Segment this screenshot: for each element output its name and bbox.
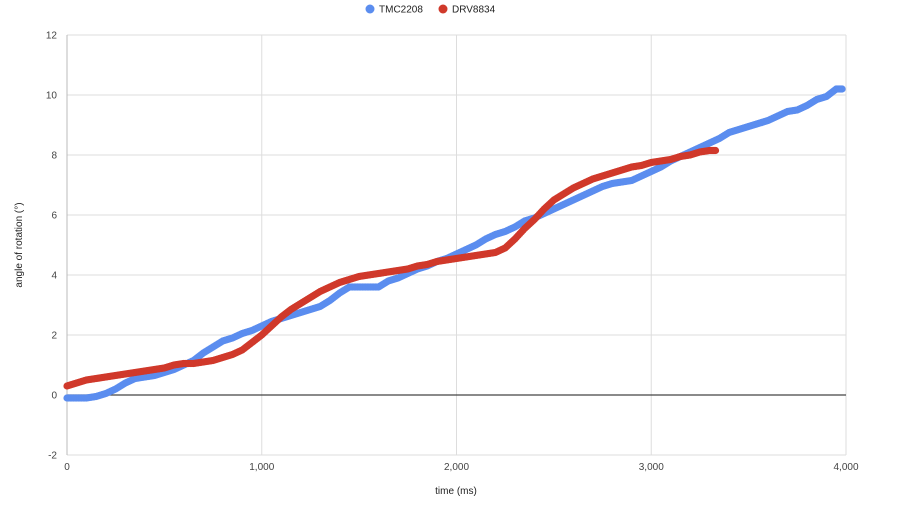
x-tick-label: 1,000 (249, 462, 274, 473)
data-point (838, 85, 846, 93)
x-axis-ticks: 0 1,000 2,000 3,000 4,000 (64, 462, 859, 473)
legend-label-tmc2208: TMC2208 (379, 5, 423, 16)
y-tick-label: 6 (51, 211, 57, 222)
x-tick-label: 3,000 (639, 462, 664, 473)
x-axis-title: time (ms) (435, 486, 477, 497)
legend-item-drv8834: DRV8834 (438, 4, 496, 16)
y-tick-label: 4 (51, 271, 57, 282)
y-axis-title: angle of rotation (°) (14, 202, 25, 287)
y-axis-ticks: -2 0 2 4 6 8 10 12 (46, 31, 58, 462)
y-tick-label: 2 (51, 331, 57, 342)
x-tick-label: 4,000 (833, 462, 858, 473)
y-tick-label: -2 (48, 451, 57, 462)
data-point (711, 146, 720, 155)
plot-area (63, 85, 846, 402)
x-tick-label: 0 (64, 462, 70, 473)
y-tick-label: 10 (46, 91, 58, 102)
y-tick-label: 12 (46, 31, 58, 42)
series-tmc2208 (63, 85, 846, 402)
gridlines (66, 34, 847, 456)
legend-item-tmc2208: TMC2208 (365, 4, 423, 16)
series-drv8834 (63, 146, 720, 390)
y-tick-label: 8 (51, 151, 57, 162)
y-tick-label: 0 (51, 391, 57, 402)
legend: TMC2208 DRV8834 (365, 4, 496, 16)
legend-label-drv8834: DRV8834 (452, 5, 496, 16)
legend-marker-tmc2208 (365, 4, 375, 14)
x-tick-label: 2,000 (444, 462, 469, 473)
legend-marker-drv8834 (438, 4, 448, 14)
